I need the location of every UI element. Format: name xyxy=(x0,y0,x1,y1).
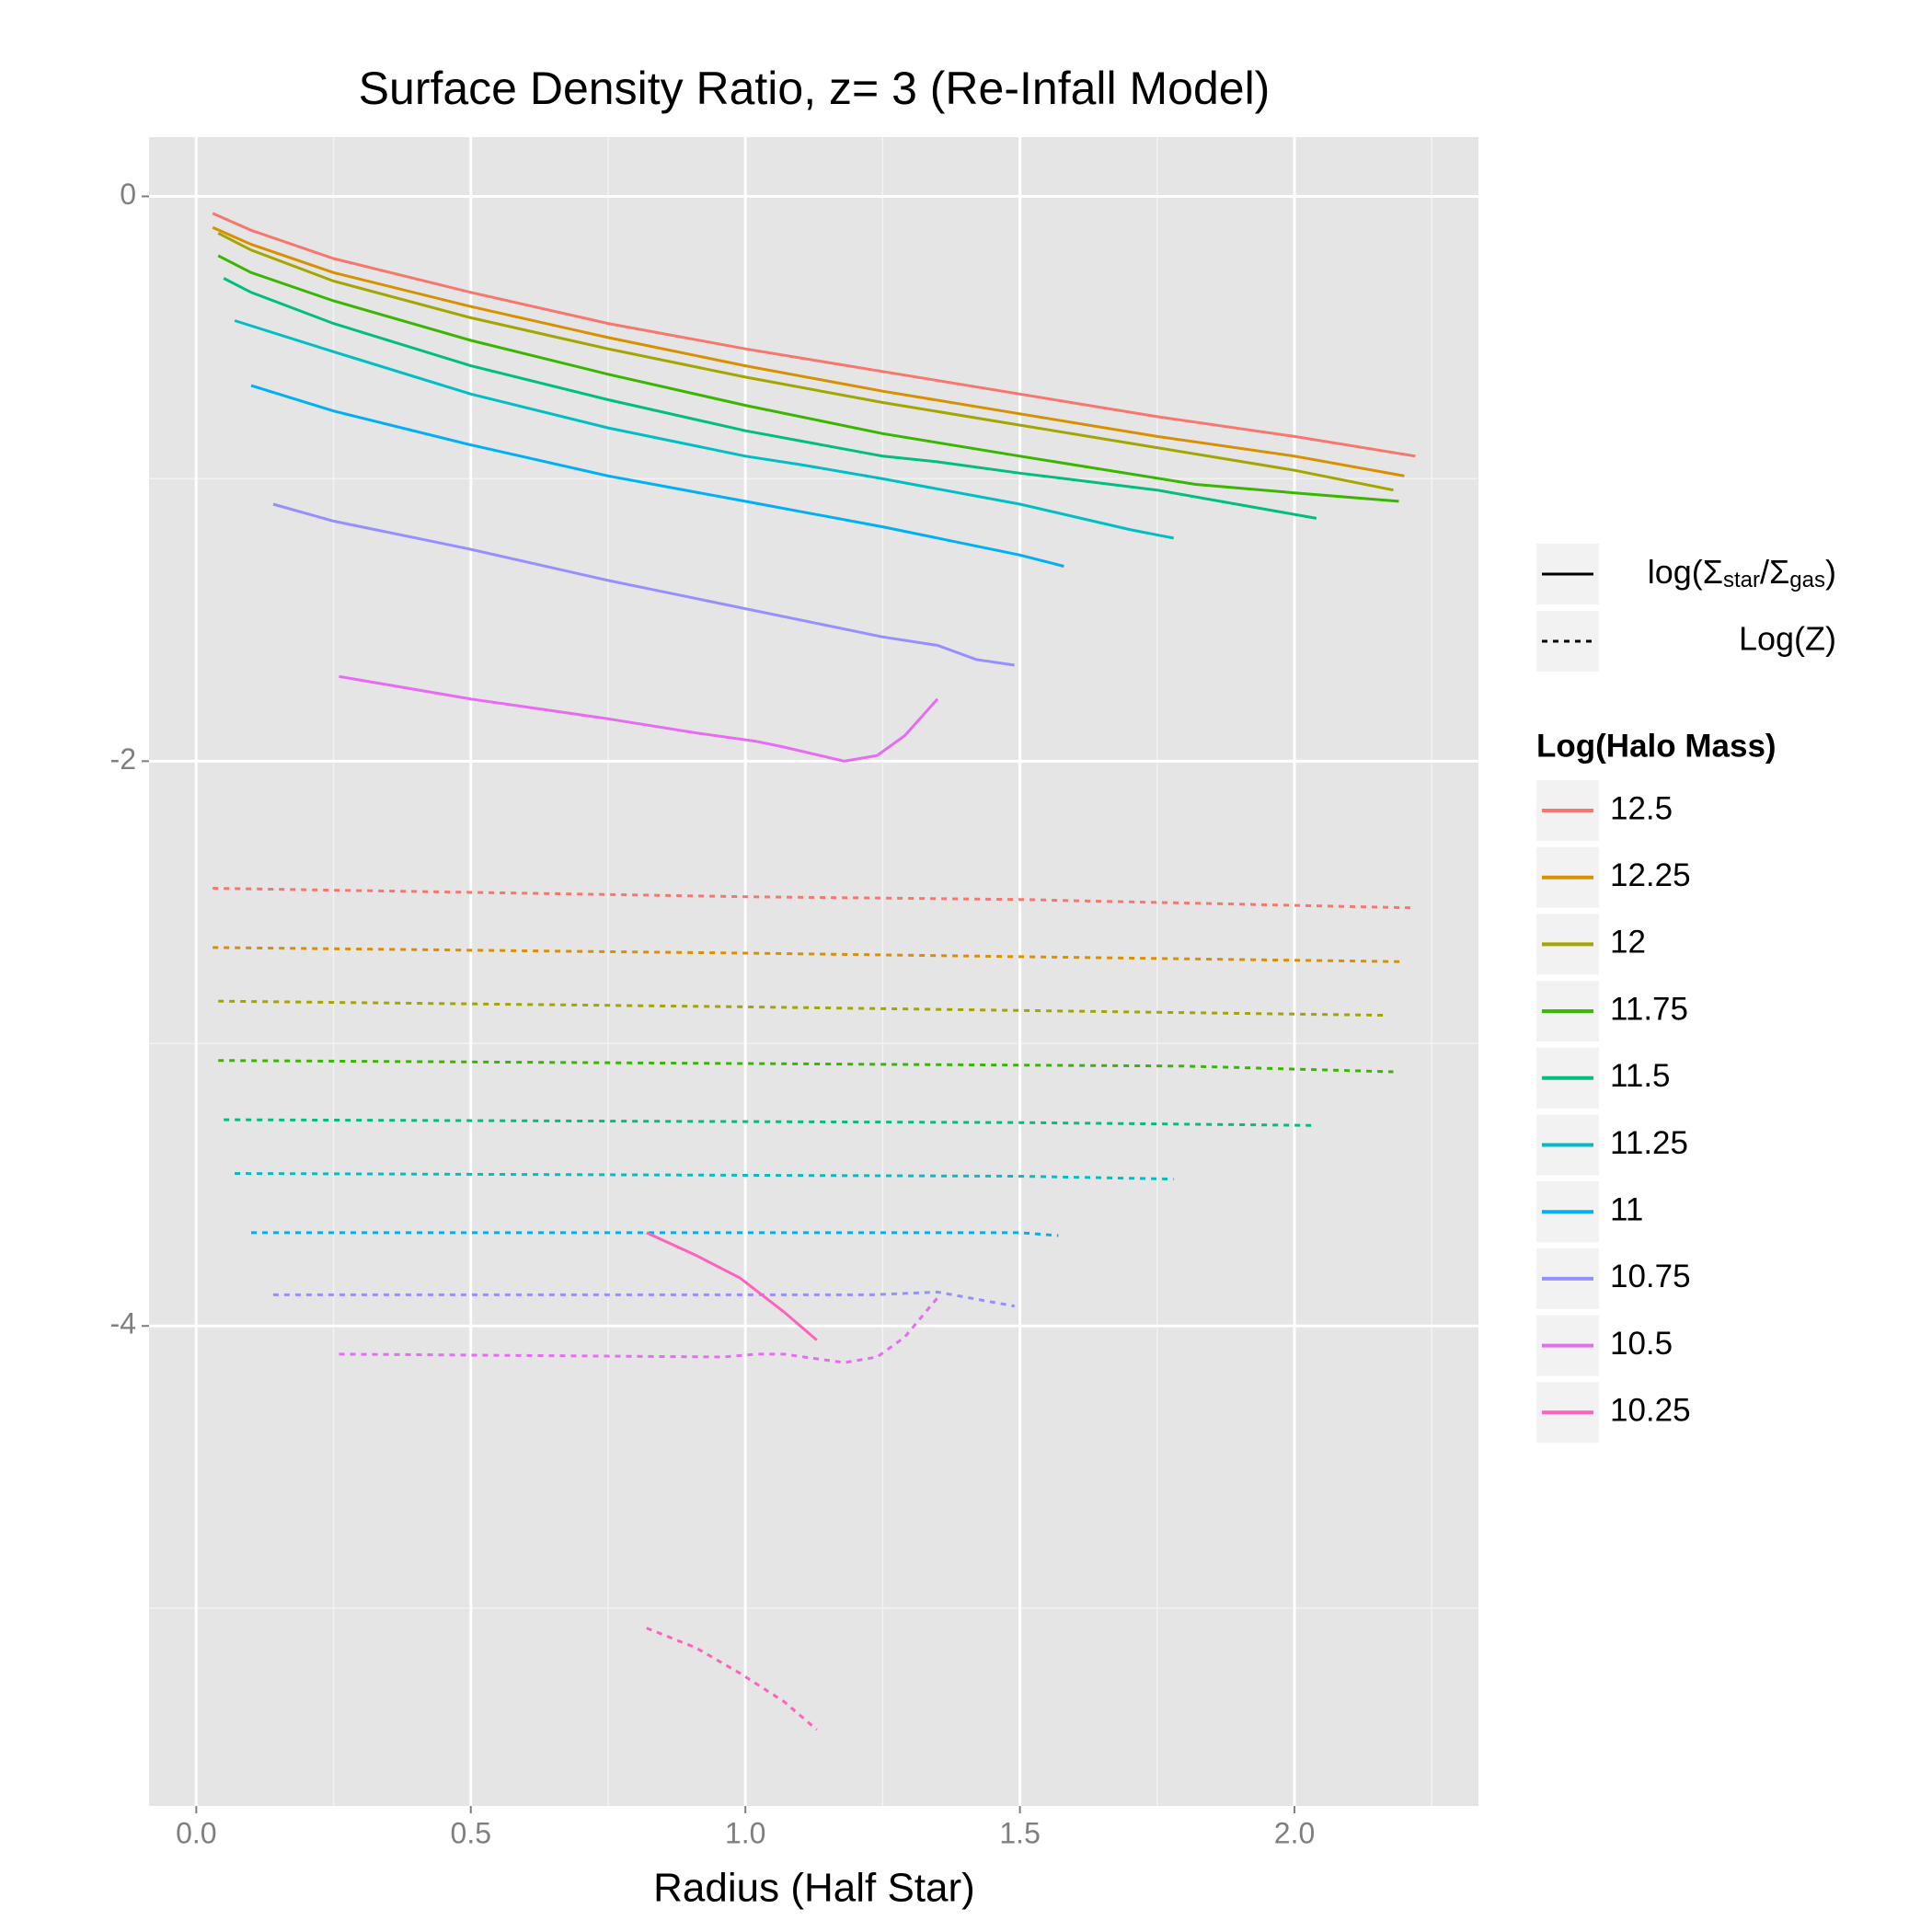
panel xyxy=(149,137,1478,1806)
legend: log(Σstar/Σgas) Log(Z) Log(Halo Mass) 12.5 1… xyxy=(1536,544,1836,1443)
plot-area: 0.0 0.5 1.0 1.5 2.0 0 -2 -4 xyxy=(110,137,1478,1849)
logz-line xyxy=(251,1231,1059,1237)
logz-line xyxy=(272,1290,1015,1308)
ratio-line xyxy=(217,232,1394,492)
legend-label: 12.5 xyxy=(1610,790,1673,826)
y-tick-label: -2 xyxy=(110,742,136,776)
logz-line xyxy=(235,1172,1174,1181)
legend-label-part: /Σ xyxy=(1760,553,1789,591)
ratio-line xyxy=(272,502,1015,667)
ratio-line xyxy=(339,674,939,763)
y-tick-label: -4 xyxy=(110,1307,136,1340)
x-tick-label: 0.5 xyxy=(451,1816,491,1849)
x-tick-label: 1.0 xyxy=(725,1816,765,1849)
legend-label: 11.75 xyxy=(1610,991,1688,1027)
ratio-line xyxy=(250,384,1064,568)
legend-label: 10.25 xyxy=(1610,1393,1691,1429)
legend-label: 10.5 xyxy=(1610,1326,1673,1362)
legend-label: log(Σstar/Σgas) xyxy=(1648,553,1836,593)
legend-title: Log(Halo Mass) xyxy=(1536,728,1777,764)
ratio-line xyxy=(217,254,1399,503)
legend-label: 12.25 xyxy=(1610,857,1691,893)
legend-label: 10.75 xyxy=(1610,1259,1691,1294)
logz-line xyxy=(213,887,1416,910)
ratio-line xyxy=(223,277,1317,520)
x-tick-label: 2.0 xyxy=(1274,1816,1315,1849)
logz-line xyxy=(218,1059,1394,1074)
logz-line xyxy=(224,1118,1317,1127)
legend-label-part: star xyxy=(1723,568,1760,592)
ratio-line xyxy=(234,319,1174,540)
ratio-line xyxy=(212,225,1405,477)
legend-label: 11.25 xyxy=(1610,1125,1688,1161)
logz-line xyxy=(646,1627,818,1731)
legend-label-part: log(Σ xyxy=(1648,553,1723,591)
legend-label: 11 xyxy=(1610,1191,1643,1227)
legend-label-part: ) xyxy=(1825,553,1836,591)
logz-line xyxy=(339,1296,939,1364)
legend-label: 11.5 xyxy=(1610,1058,1671,1094)
x-tick-label: 0.0 xyxy=(176,1816,216,1849)
legend-label-part: gas xyxy=(1789,568,1825,592)
legend-label: Log(Z) xyxy=(1739,620,1836,658)
ratio-line xyxy=(212,212,1416,458)
logz-line xyxy=(213,946,1405,963)
y-tick-label: 0 xyxy=(120,178,136,211)
legend-label: 12 xyxy=(1610,925,1646,960)
chart-title: Surface Density Ratio, z= 3 (Re-Infall M… xyxy=(359,63,1271,114)
ratio-line xyxy=(646,1231,818,1341)
x-axis-title: Radius (Half Star) xyxy=(653,1866,975,1911)
x-tick-label: 1.5 xyxy=(999,1816,1040,1849)
